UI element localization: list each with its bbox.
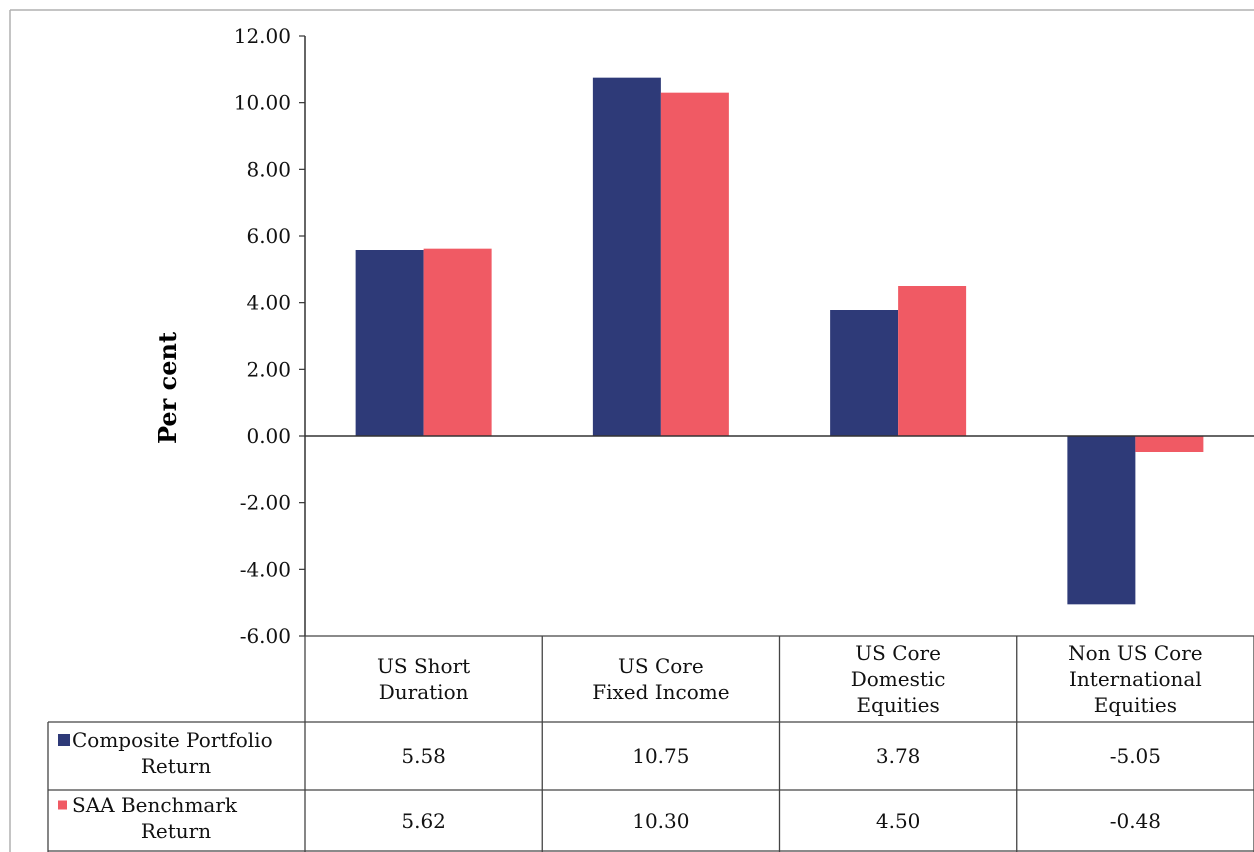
y-tick-label: 6.00 [246,224,291,248]
category-label: Fixed Income [592,680,729,704]
legend-label: Return [141,754,211,778]
data-cell: 3.78 [876,744,921,768]
bar-benchmark [1135,436,1204,452]
data-cell: 5.62 [401,809,446,833]
data-cell: 10.30 [632,809,689,833]
bar-composite [592,77,661,437]
category-label: US Core [618,654,704,678]
category-label: Equities [857,693,940,717]
data-cell: 4.50 [876,809,921,833]
y-axis-label: Per cent [153,332,182,444]
bar-composite [1067,436,1136,605]
y-tick-label: 12.00 [234,24,291,48]
category-label: International [1069,667,1202,691]
legend-label: Composite Portfolio [72,728,273,752]
category-label: US Core [855,641,941,665]
bar-benchmark [660,92,729,437]
y-tick-label: 4.00 [246,291,291,315]
bar-composite [830,310,899,436]
legend-swatch [58,800,67,810]
y-tick-label: 2.00 [246,357,291,381]
data-cell: 5.58 [401,744,446,768]
legend-label: Return [141,819,211,843]
category-label: Duration [379,680,469,704]
category-label: Non US Core [1068,641,1202,665]
bar-benchmark [898,286,967,436]
bar-benchmark [423,248,492,436]
y-tick-label: -2.00 [240,491,291,515]
legend-swatch [58,734,70,746]
data-cell: 10.75 [632,744,689,768]
y-tick-label: 0.00 [246,424,291,448]
y-tick-label: 10.00 [234,91,291,115]
y-tick-label: -4.00 [240,557,291,581]
bar-composite [355,250,424,436]
data-cell: -5.05 [1110,744,1161,768]
category-label: US Short [377,654,470,678]
category-label: Domestic [851,667,946,691]
y-tick-label: -6.00 [240,624,291,648]
data-cell: -0.48 [1110,809,1161,833]
y-tick-label: 8.00 [246,157,291,181]
legend-label: SAA Benchmark [72,793,238,817]
category-label: Equities [1094,693,1177,717]
